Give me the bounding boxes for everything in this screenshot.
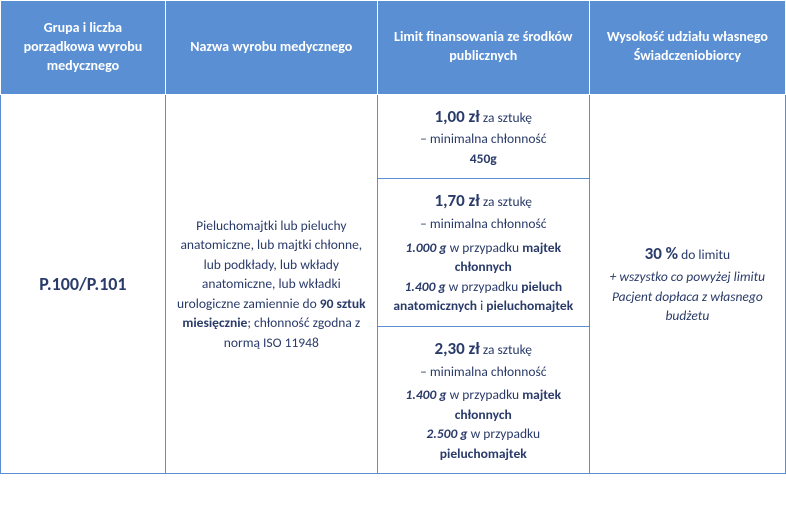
- limit3-desc: – minimalna chłonność: [420, 363, 546, 380]
- cell-limit-2: 1,70 zł za sztukę – minimalna chłonność …: [377, 179, 589, 326]
- limit2-g1: 1.000 g: [405, 239, 446, 256]
- limit1-g: 450g: [470, 150, 497, 167]
- header-share: Wysokość udziału własnego Świadczeniobio…: [589, 1, 785, 95]
- share-tail: do limitu: [678, 246, 730, 263]
- limit3-per: za sztukę: [480, 341, 532, 358]
- reimbursement-table: Grupa i liczba porządkowa wyrobu medyczn…: [0, 0, 786, 474]
- cell-product-name: Pieluchomajtki lub pieluchy anatomiczne,…: [165, 94, 377, 474]
- cell-limit-1: 1,00 zł za sztukę – minimalna chłonność …: [377, 94, 589, 179]
- header-limit: Limit finansowania ze środków publicznyc…: [377, 1, 589, 95]
- share-percent: 30 %: [645, 243, 678, 264]
- group-code: P.100/P.101: [39, 273, 126, 295]
- limit3-price: 2,30 zł: [434, 338, 479, 359]
- share-note: + wszystko co powyżej limitu Pacjent dop…: [610, 268, 766, 324]
- limit2-g2: 1.400 g: [404, 278, 445, 295]
- limit1-per: za sztukę: [480, 109, 532, 126]
- limit1-desc: – minimalna chłonność: [420, 130, 546, 147]
- limit2-b2b: pieluchomajtek: [486, 297, 573, 314]
- header-name: Nazwa wyrobu medycznego: [165, 1, 377, 95]
- limit1-price: 1,00 zł: [434, 106, 479, 127]
- limit2-t2: w przypadku: [446, 278, 522, 295]
- table: Grupa i liczba porządkowa wyrobu medyczn…: [0, 0, 786, 474]
- limit3-g1: 1.400 g: [405, 386, 446, 403]
- table-row: P.100/P.101 Pieluchomajtki lub pieluchy …: [1, 94, 786, 179]
- limit2-per: za sztukę: [480, 193, 532, 210]
- cell-group-code: P.100/P.101: [1, 94, 166, 474]
- header-group: Grupa i liczba porządkowa wyrobu medyczn…: [1, 1, 166, 95]
- limit3-t2: w przypadku: [468, 425, 541, 442]
- limit3-b2: pieluchomajtek: [440, 445, 527, 462]
- table-header-row: Grupa i liczba porządkowa wyrobu medyczn…: [1, 1, 786, 95]
- limit2-t1: w przypadku: [447, 239, 523, 256]
- cell-share: 30 % do limitu + wszystko co powyżej lim…: [589, 94, 785, 474]
- limit3-t1: w przypadku: [447, 386, 523, 403]
- limit2-desc: – minimalna chłonność: [420, 215, 546, 232]
- limit2-and: i: [477, 297, 486, 314]
- limit2-price: 1,70 zł: [434, 190, 479, 211]
- cell-limit-3: 2,30 zł za sztukę – minimalna chłonność …: [377, 326, 589, 473]
- limit3-g2: 2.500 g: [426, 425, 467, 442]
